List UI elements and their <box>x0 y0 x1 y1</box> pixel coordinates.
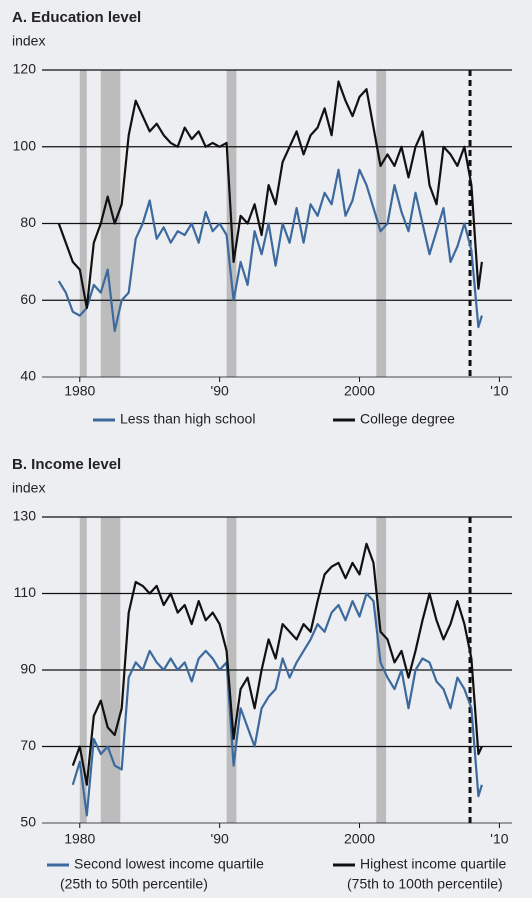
legend-sublabel: (75th to 100th percentile) <box>347 876 503 892</box>
legend-label: Less than high school <box>120 411 255 427</box>
x-tick-label: 1980 <box>64 831 95 847</box>
legend-sublabel: (25th to 50th percentile) <box>60 876 208 892</box>
legend-label: Highest income quartile <box>360 856 507 872</box>
series-line <box>71 592 483 817</box>
panel-title: B. Income level <box>12 456 121 473</box>
y-tick-label: 110 <box>14 584 37 600</box>
x-tick-label: '10 <box>490 831 508 847</box>
legend-label: Second lowest income quartile <box>74 856 264 872</box>
y-tick-label: 130 <box>13 508 37 524</box>
x-tick-label: 2000 <box>344 831 375 847</box>
y-tick-label: 60 <box>20 291 36 307</box>
y-tick-label: 40 <box>20 368 36 384</box>
series-line <box>57 168 483 332</box>
x-tick-label: '90 <box>211 831 229 847</box>
x-tick-label: 1980 <box>64 383 95 399</box>
series-line <box>57 80 483 309</box>
y-tick-label: 80 <box>20 214 36 230</box>
y-tick-label: 50 <box>20 814 36 830</box>
y-tick-label: 70 <box>20 737 36 753</box>
x-tick-label: '10 <box>490 383 508 399</box>
y-tick-label: 90 <box>20 661 36 677</box>
y-axis-label: index <box>12 33 45 49</box>
x-tick-label: 2000 <box>344 383 375 399</box>
y-axis-label: index <box>12 480 45 496</box>
legend-label: College degree <box>360 411 455 427</box>
y-tick-label: 120 <box>13 61 37 77</box>
x-tick-label: '90 <box>211 383 229 399</box>
series-line <box>71 542 483 786</box>
panel-title: A. Education level <box>12 9 141 26</box>
y-tick-label: 100 <box>13 137 37 153</box>
